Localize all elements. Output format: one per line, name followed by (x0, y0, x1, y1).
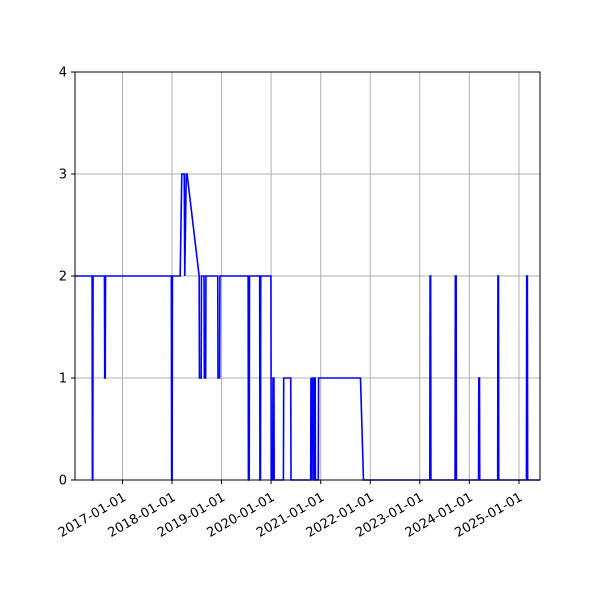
y-tick-label: 3 (59, 168, 67, 183)
y-tick-label: 0 (59, 474, 67, 489)
y-tick-label: 2 (59, 270, 67, 285)
tick-marks (71, 71, 520, 484)
series-layer (75, 173, 540, 481)
y-tick-label: 4 (59, 66, 67, 81)
grid-lines (75, 71, 540, 481)
y-tick-label: 1 (59, 372, 67, 387)
series-line (75, 173, 540, 481)
